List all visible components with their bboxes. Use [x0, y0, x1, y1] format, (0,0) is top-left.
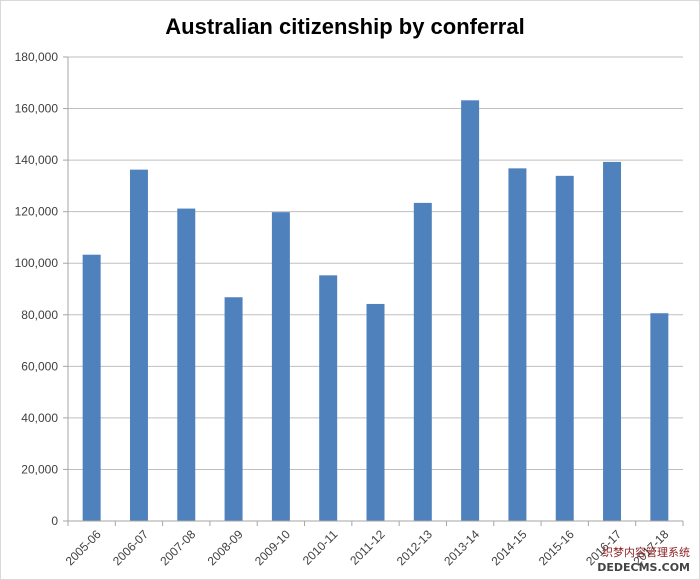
x-tick-label: 2009-10	[252, 527, 293, 568]
bar-2006-07	[129, 169, 148, 521]
y-tick-label: 80,000	[21, 308, 58, 322]
bar-2005-06	[82, 254, 101, 521]
x-tick-label: 2005-06	[63, 527, 104, 568]
x-tick-label: 2014-15	[488, 527, 529, 568]
bars	[82, 100, 669, 522]
x-tick-label: 2012-13	[394, 527, 435, 568]
y-tick-label: 120,000	[15, 205, 59, 219]
x-tick-label: 2013-14	[441, 527, 482, 568]
y-tick-label: 20,000	[21, 462, 58, 476]
x-tick-label: 2010-11	[300, 527, 341, 568]
x-tick-labels: 2005-06 2006-07 2007-08 2008-09 2009-10 2010-…	[63, 527, 672, 568]
y-tick-label: 0	[51, 514, 58, 528]
bar-2009-10	[271, 212, 290, 521]
bar-2008-09	[224, 297, 243, 521]
bar-2015-16	[555, 175, 574, 521]
y-tick-label: 100,000	[15, 256, 59, 270]
chart-title: Australian citizenship by conferral	[165, 14, 524, 39]
gridlines	[63, 56, 683, 522]
bar-2007-08	[177, 208, 196, 521]
bar-2011-12	[366, 303, 385, 521]
watermark-line1: 织梦内容管理系统	[602, 545, 690, 559]
x-tick-label: 2008-09	[205, 527, 246, 568]
y-tick-label: 160,000	[15, 102, 59, 116]
bar-2017-18	[650, 313, 669, 521]
bar-2010-11	[319, 275, 338, 521]
x-tick-label: 2007-08	[157, 527, 198, 568]
y-tick-label: 180,000	[15, 50, 59, 64]
bar-2012-13	[413, 202, 432, 521]
y-tick-label: 40,000	[21, 411, 58, 425]
x-tick-label: 2011-12	[347, 527, 388, 568]
y-tick-labels: 0 20,000 40,000 60,000 80,000 100,000 120,000 1…	[15, 50, 59, 528]
x-tick-label: 2015-16	[536, 527, 577, 568]
y-tick-label: 140,000	[15, 153, 59, 167]
watermark-line2: DEDECMS.COM	[597, 561, 690, 574]
x-tick-label: 2006-07	[110, 527, 151, 568]
bar-2016-17	[603, 161, 622, 521]
bar-2014-15	[508, 168, 527, 522]
bar-2013-14	[461, 100, 480, 521]
axes	[67, 57, 684, 526]
watermark: 织梦内容管理系统 DEDECMS.COM	[597, 545, 690, 574]
y-tick-label: 60,000	[21, 359, 58, 373]
